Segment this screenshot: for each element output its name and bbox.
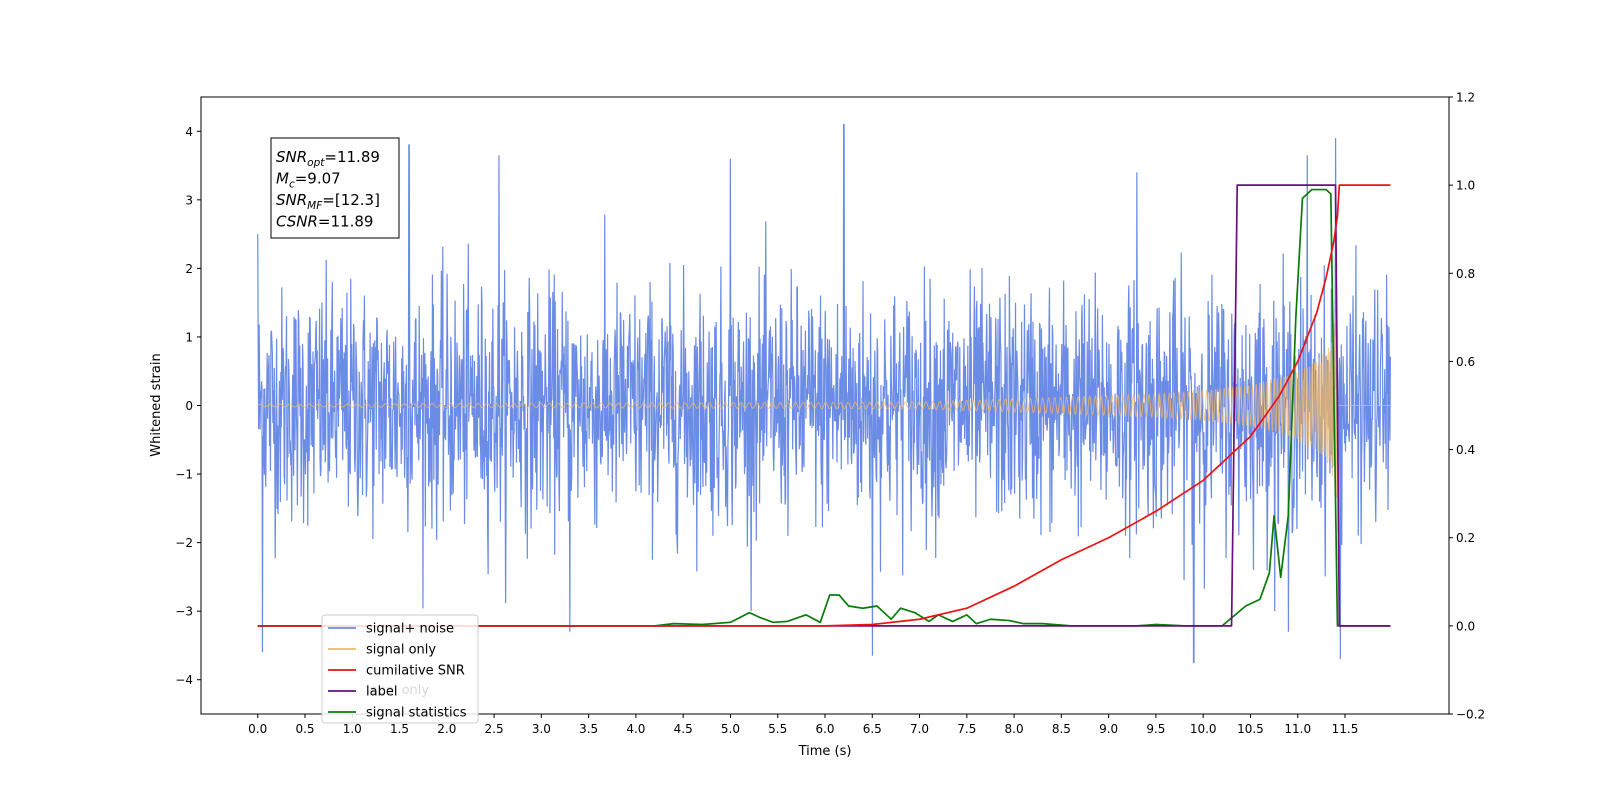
- x-tick-label: 9.5: [1146, 722, 1165, 736]
- x-tick-label: 1.5: [390, 722, 409, 736]
- y-right-tick-label: 1.0: [1456, 179, 1475, 193]
- y-tick-label: 3: [185, 193, 193, 207]
- y-tick-label: −1: [175, 468, 193, 482]
- annotation-line: SNRMF=[12.3]: [276, 191, 380, 212]
- x-tick-label: 5.0: [721, 722, 740, 736]
- series-cumulative-snr: [257, 184, 1391, 627]
- annotation-line: SNRopt=11.89: [276, 148, 380, 169]
- x-tick-label: 10.0: [1190, 722, 1217, 736]
- series-layer: [257, 123, 1391, 664]
- annotation-box: SNRopt=11.89Mc=9.07SNRMF=[12.3]CSNR=11.8…: [270, 137, 400, 239]
- x-axis: 0.0 0.5 1.0 1.5 2.0 2.5 3.0 3.5 4.0 4.5 5.0 5.5 6.0 6…: [248, 714, 1358, 736]
- x-tick-label: 8.5: [1052, 722, 1071, 736]
- y-axis-label: Whitened strain: [149, 353, 164, 456]
- legend-label: label: [366, 685, 397, 700]
- legend-frame: [321, 614, 479, 724]
- x-tick-label: 4.5: [674, 722, 693, 736]
- y-right-tick-label: 0.2: [1456, 531, 1475, 545]
- y-tick-label: 4: [185, 125, 193, 139]
- x-tick-label: 6.0: [815, 722, 834, 736]
- x-tick-label: 7.5: [957, 722, 976, 736]
- x-tick-label: 3.5: [579, 722, 598, 736]
- legend-label: signal+ noise: [366, 622, 454, 637]
- series-signal-noise: [257, 123, 1391, 664]
- annotation-frame: [270, 137, 400, 239]
- y-right-tick-label: 0.0: [1456, 619, 1475, 633]
- legend-label: cumilative SNR: [366, 664, 465, 679]
- x-tick-label: 6.5: [863, 722, 882, 736]
- y-tick-label: −4: [175, 673, 193, 687]
- y-right-tick-label: 1.2: [1456, 91, 1475, 105]
- legend: label only signal+ noise signal only cumila…: [321, 614, 479, 724]
- y-tick-label: 1: [185, 330, 193, 344]
- legend-label: signal only: [366, 643, 436, 658]
- y-axis-right: −0.2 0.0 0.2 0.4 0.6 0.8 1.0 1.2: [1449, 91, 1485, 722]
- x-tick-label: 5.5: [768, 722, 787, 736]
- x-tick-label: 8.0: [1005, 722, 1024, 736]
- x-tick-label: 3.0: [532, 722, 551, 736]
- x-tick-label: 0.0: [248, 722, 267, 736]
- x-tick-label: 11.5: [1332, 722, 1359, 736]
- y-right-tick-label: −0.2: [1456, 708, 1485, 722]
- x-tick-label: 2.0: [437, 722, 456, 736]
- x-tick-label: 10.5: [1237, 722, 1264, 736]
- y-right-tick-label: 0.8: [1456, 267, 1475, 281]
- legend-ghost-text: label only: [366, 683, 429, 698]
- series-signal-statistics: [257, 188, 1391, 627]
- x-axis-label: Time (s): [798, 744, 852, 759]
- x-tick-label: 0.5: [295, 722, 314, 736]
- y-tick-label: 2: [185, 262, 193, 276]
- y-right-tick-label: 0.4: [1456, 443, 1475, 457]
- series-signal-only: [257, 303, 1391, 499]
- y-tick-label: 0: [185, 399, 193, 413]
- x-tick-label: 11.0: [1284, 722, 1311, 736]
- x-tick-label: 4.0: [626, 722, 645, 736]
- series-label: [257, 184, 1391, 627]
- x-tick-label: 7.0: [910, 722, 929, 736]
- y-tick-label: −2: [175, 536, 193, 550]
- annotation-line: CSNR=11.89: [276, 213, 373, 231]
- legend-label: signal statistics: [366, 706, 467, 721]
- y-axis-left: −4 −3 −2 −1 0 1 2 3 4: [175, 125, 201, 687]
- x-tick-label: 2.5: [485, 722, 504, 736]
- annotation-line: Mc=9.07: [276, 170, 341, 191]
- x-tick-label: 9.0: [1099, 722, 1118, 736]
- x-tick-label: 1.0: [343, 722, 362, 736]
- y-right-tick-label: 0.6: [1456, 355, 1475, 369]
- y-tick-label: −3: [175, 605, 193, 619]
